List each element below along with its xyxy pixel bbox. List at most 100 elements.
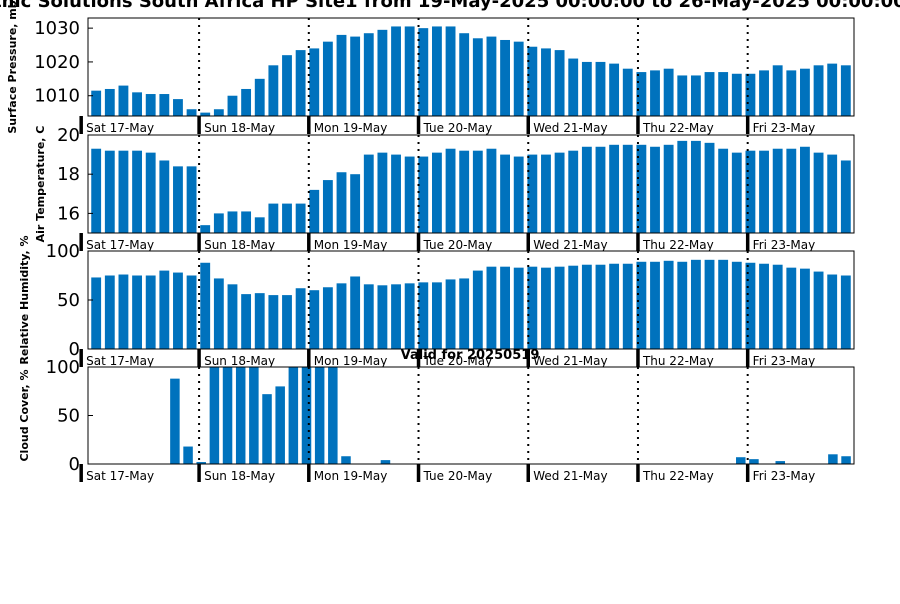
bar: [159, 270, 170, 349]
bar: [731, 261, 742, 349]
bar: [145, 275, 156, 349]
bar: [350, 276, 361, 349]
bar: [609, 263, 620, 349]
bar: [759, 70, 769, 116]
bar: [609, 63, 620, 116]
bar: [432, 152, 442, 233]
bar: [91, 148, 102, 233]
bar: [254, 293, 265, 349]
bar: [813, 152, 824, 233]
bar: [609, 144, 620, 233]
bar: [404, 26, 415, 117]
day-label: Sat 17-May: [86, 238, 154, 252]
bar: [227, 95, 238, 116]
bar: [786, 70, 797, 116]
bar: [213, 278, 224, 349]
bar: [622, 263, 633, 349]
bar: [288, 367, 299, 464]
day-label: Fri 23-May: [753, 238, 816, 252]
bar: [391, 154, 401, 233]
bar: [595, 264, 606, 349]
panel-1: 1010 1020 1030 Surface Pressure, mb Sat 17-M…: [6, 0, 855, 135]
y-tick-label: 0: [69, 454, 80, 475]
bar: [104, 88, 115, 116]
bar: [800, 268, 810, 349]
bar: [241, 88, 252, 116]
bar: [445, 148, 456, 233]
bar: [336, 283, 347, 349]
bar: [827, 63, 838, 116]
bar: [363, 154, 374, 233]
bar: [554, 266, 565, 349]
bar: [445, 279, 456, 349]
bar: [513, 156, 524, 233]
bar: [568, 265, 579, 349]
bar: [813, 65, 824, 116]
bar: [268, 65, 279, 116]
bar: [282, 55, 292, 116]
y-tick-label: 50: [57, 290, 80, 311]
bar: [445, 26, 456, 117]
bar: [622, 144, 633, 233]
bar: [745, 150, 756, 233]
bar: [459, 33, 470, 116]
bar: [472, 270, 483, 349]
bar: [91, 277, 102, 349]
bar: [800, 68, 810, 116]
bar: [800, 146, 810, 233]
bar: [527, 266, 538, 349]
bar: [309, 189, 320, 233]
bar: [718, 148, 729, 233]
day-label: Wed 21-May: [533, 238, 607, 252]
bar: [650, 70, 660, 116]
bar: [186, 166, 197, 233]
day-label: Thu 22-May: [642, 121, 714, 135]
y-axis-label: Cloud Cover, %: [18, 369, 31, 461]
bar: [328, 367, 338, 464]
bar: [772, 148, 783, 233]
day-label: Sun 18-May: [204, 354, 275, 368]
bar: [513, 41, 524, 116]
bar: [718, 259, 729, 349]
bar: [663, 68, 674, 116]
bar: [486, 266, 497, 349]
bar: [541, 267, 551, 349]
bar: [309, 290, 320, 349]
bar: [554, 152, 565, 233]
bar: [132, 92, 142, 116]
bar: [581, 61, 592, 116]
axes-frame: [87, 366, 855, 465]
bar: [472, 150, 483, 233]
bar: [301, 367, 312, 464]
bar: [183, 446, 193, 464]
day-label: Sun 18-May: [204, 469, 275, 483]
bar: [527, 46, 538, 116]
bar: [736, 457, 746, 464]
bar: [249, 367, 259, 464]
day-label: Fri 23-May: [753, 121, 816, 135]
bar: [690, 259, 701, 349]
y-tick-label: 100: [46, 241, 80, 262]
bar: [663, 144, 674, 233]
bar: [159, 94, 170, 116]
bar: [170, 378, 180, 464]
day-label: Sat 17-May: [86, 354, 154, 368]
bar: [786, 267, 797, 349]
bar: [282, 203, 292, 233]
bar: [554, 50, 565, 116]
bar: [186, 275, 197, 349]
bar: [132, 150, 142, 233]
bar: [432, 282, 442, 349]
day-label: Mon 19-May: [314, 121, 388, 135]
day-label: Sat 17-May: [86, 469, 154, 483]
bar: [500, 154, 510, 233]
bar: [840, 65, 851, 116]
y-tick-label: 100: [46, 357, 80, 378]
bar: [241, 211, 252, 233]
y-axis-label: Air Temperature, C: [34, 126, 47, 243]
bar: [200, 225, 211, 233]
bar: [636, 144, 647, 233]
bar: [418, 156, 429, 233]
bar: [677, 140, 688, 233]
y-tick-label: 1020: [34, 52, 80, 73]
